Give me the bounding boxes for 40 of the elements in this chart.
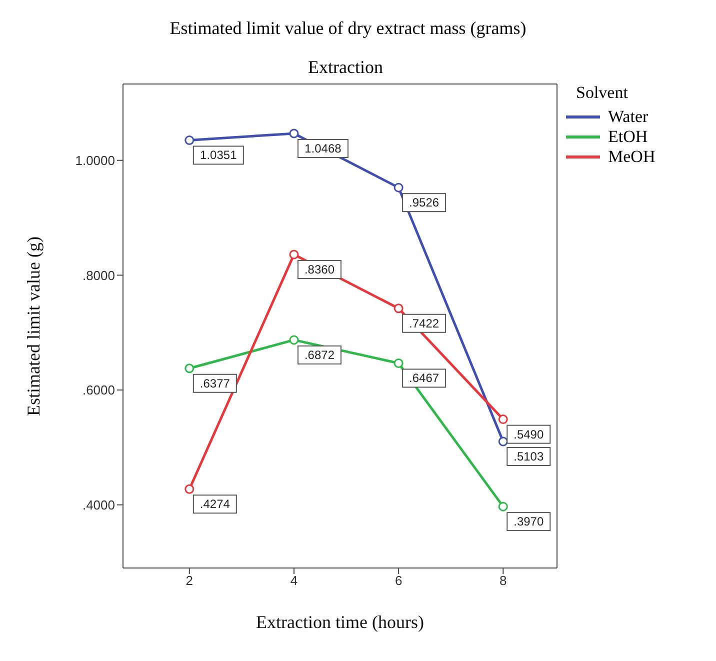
point — [289, 128, 299, 138]
point — [394, 304, 404, 314]
legend-label: EtOH — [608, 127, 648, 147]
data-label: 1.0351 — [200, 148, 238, 162]
legend-label: MeOH — [608, 147, 656, 167]
data-label: .7422 — [409, 316, 440, 330]
point — [184, 364, 194, 374]
data-label: .6377 — [200, 376, 230, 390]
point — [289, 250, 299, 260]
x-tick-label: 4 — [290, 573, 298, 588]
data-label: .3970 — [514, 514, 544, 529]
x-tick-label: 8 — [500, 573, 507, 588]
y-axis-title: Estimated limit value (g) — [23, 236, 44, 416]
data-label: .6467 — [409, 371, 440, 386]
point — [498, 502, 508, 512]
data-label: 1.0468 — [304, 141, 342, 156]
chart-subtitle: Extraction — [308, 57, 384, 78]
point — [184, 135, 194, 145]
y-tick-label: .4000 — [82, 497, 115, 512]
point — [394, 182, 404, 192]
point — [498, 436, 508, 446]
chart-title: Estimated limit value of dry extract mass (grams) — [168, 17, 528, 39]
data-label: .8360 — [304, 262, 335, 277]
legend-label: Water — [608, 107, 648, 127]
data-label: .6872 — [304, 348, 335, 362]
legend-title: Solvent — [576, 83, 629, 103]
x-axis-title: Extraction time (hours) — [256, 612, 424, 632]
y-tick-label: 1.0000 — [75, 152, 115, 168]
x-tick-label: 2 — [186, 573, 194, 588]
point — [394, 358, 404, 368]
data-label: .4274 — [200, 497, 230, 512]
y-tick-label: .8000 — [82, 268, 115, 283]
data-label: .5490 — [514, 427, 544, 442]
x-tick-label: 6 — [394, 573, 402, 588]
y-tick-label: .6000 — [82, 382, 115, 398]
point — [184, 484, 194, 494]
data-label: .9526 — [409, 196, 440, 210]
data-label: .5103 — [514, 450, 544, 464]
point — [498, 414, 508, 424]
point — [289, 335, 299, 345]
